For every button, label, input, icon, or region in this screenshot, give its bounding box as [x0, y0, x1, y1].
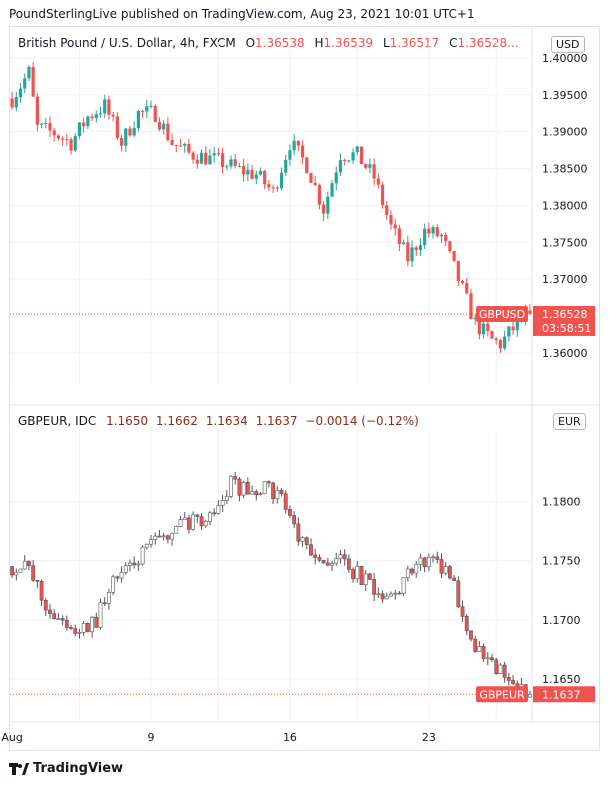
high-value: 1.36539: [323, 36, 374, 50]
gbpusd-title: British Pound / U.S. Dollar, 4h, FXCM: [18, 36, 236, 50]
currency-badge-usd[interactable]: USD: [551, 36, 585, 53]
open-value: 1.36538: [255, 36, 305, 50]
currency-badge-eur[interactable]: EUR: [553, 413, 586, 430]
gbpeur-close: 1.1637: [255, 414, 298, 428]
close-value: 1.36528...: [457, 36, 519, 50]
open-label: O: [245, 36, 256, 50]
low-value: 1.36517: [389, 36, 440, 50]
gbpusd-legend: British Pound / U.S. Dollar, 4h, FXCM O1…: [18, 36, 525, 50]
tradingview-brand: TradingView: [33, 761, 124, 776]
close-label: C: [449, 36, 458, 50]
chart-frame[interactable]: [9, 26, 600, 751]
gbpeur-low: 1.1634: [205, 414, 248, 428]
tradingview-logo-icon: [9, 763, 29, 775]
high-label: H: [314, 36, 324, 50]
publisher-header: PoundSterlingLive published on TradingVi…: [0, 0, 610, 26]
gbpeur-legend: GBPEUR, IDC 1.1650 1.1662 1.1634 1.1637 …: [18, 414, 425, 428]
gbpeur-title: GBPEUR, IDC: [18, 414, 97, 428]
gbpeur-change: −0.0014 (−0.12%): [305, 414, 419, 428]
gbpeur-open: 1.1650: [106, 414, 149, 428]
gbpeur-high: 1.1662: [155, 414, 198, 428]
low-label: L: [382, 36, 390, 50]
publisher-line: PoundSterlingLive published on TradingVi…: [9, 7, 475, 21]
